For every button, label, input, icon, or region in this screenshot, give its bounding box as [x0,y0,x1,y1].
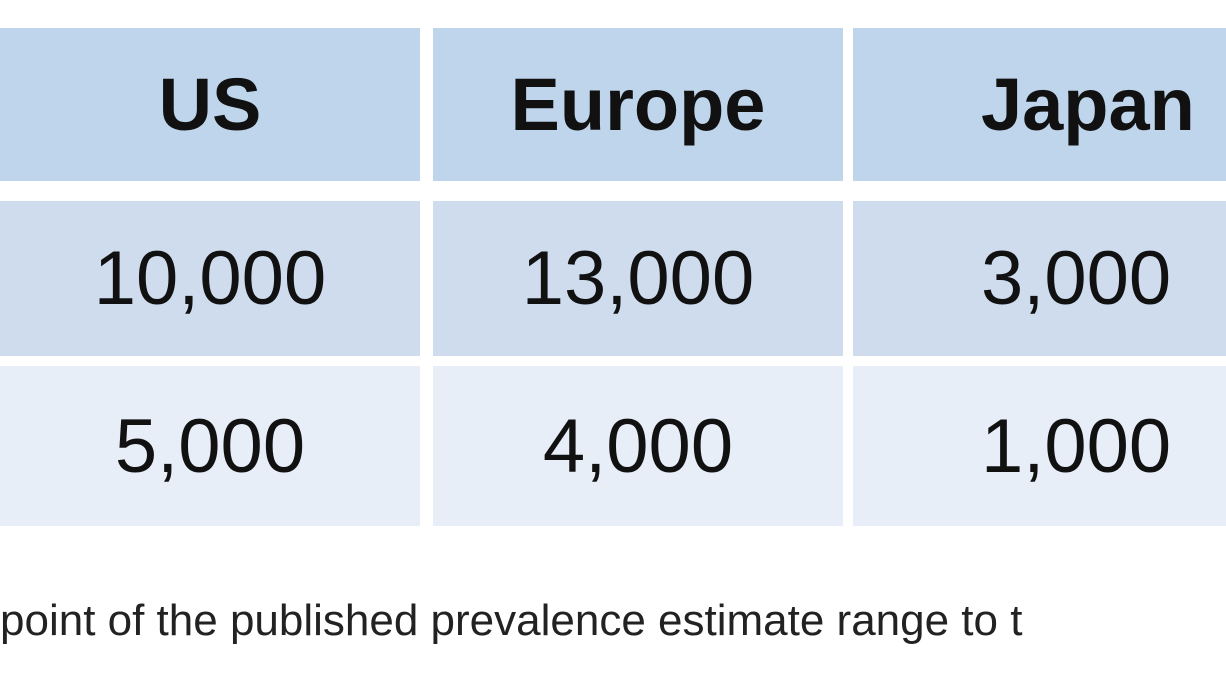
footnote: point of the published prevalence estima… [0,596,1023,645]
table-cell: 4,000 [433,366,843,526]
header-cell: Japan [853,28,1226,181]
header-cell: US [0,28,420,181]
table-cell: 1,000 [853,366,1226,526]
table-cell: 13,000 [433,201,843,356]
table-cell: 3,000 [853,201,1226,356]
table-cell: 10,000 [0,201,420,356]
header-cell: Europe [433,28,843,181]
table-cell: 5,000 [0,366,420,526]
